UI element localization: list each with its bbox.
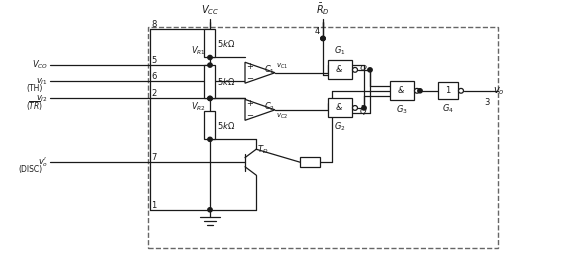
Text: $v_o$: $v_o$ [493, 85, 505, 97]
Circle shape [208, 96, 212, 100]
Circle shape [353, 105, 357, 110]
Text: $\bar{Q}$: $\bar{Q}$ [359, 104, 367, 118]
Text: $G_4$: $G_4$ [442, 102, 454, 115]
Polygon shape [245, 99, 275, 120]
Text: 4: 4 [315, 26, 320, 36]
Text: $v_{I2}$: $v_{I2}$ [36, 93, 48, 104]
Text: +: + [247, 62, 253, 71]
Bar [204, 29, 215, 58]
Text: $C_2$: $C_2$ [264, 101, 275, 113]
Text: (DISC): (DISC) [19, 165, 43, 174]
Text: $T_D$: $T_D$ [257, 143, 268, 156]
Circle shape [353, 68, 357, 72]
Text: 7: 7 [151, 153, 157, 162]
Text: 1: 1 [151, 201, 156, 210]
Text: −: − [247, 74, 254, 83]
Text: −: − [247, 112, 254, 121]
Text: $5k\Omega$: $5k\Omega$ [217, 38, 235, 49]
Circle shape [208, 96, 212, 100]
Text: &: & [336, 103, 342, 112]
Circle shape [208, 137, 212, 142]
Text: &: & [336, 65, 342, 74]
Text: 5: 5 [151, 56, 156, 65]
Text: 6: 6 [151, 72, 157, 81]
Circle shape [321, 36, 325, 41]
Text: +: + [247, 99, 253, 108]
Bar [438, 82, 458, 99]
Bar [328, 98, 352, 117]
Text: $5k\Omega$: $5k\Omega$ [217, 76, 235, 87]
Circle shape [414, 89, 420, 93]
Text: &: & [398, 86, 404, 95]
Text: $G_1$: $G_1$ [334, 45, 346, 58]
Bar [204, 111, 215, 139]
Text: $5k\Omega$: $5k\Omega$ [217, 120, 235, 131]
Text: $V_{CC}$: $V_{CC}$ [201, 3, 219, 16]
Circle shape [321, 36, 325, 41]
Circle shape [418, 89, 422, 93]
Text: (TH): (TH) [27, 84, 43, 93]
Text: $(\overline{TR})$: $(\overline{TR})$ [26, 99, 43, 113]
Text: $\bar{R}_D$: $\bar{R}_D$ [316, 1, 330, 16]
Text: $G_3$: $G_3$ [396, 103, 408, 116]
Text: $V_{R2}$: $V_{R2}$ [191, 100, 206, 113]
Text: $v_{I1}$: $v_{I1}$ [36, 76, 48, 87]
Text: $C_1$: $C_1$ [264, 64, 275, 76]
Text: $G_2$: $G_2$ [334, 120, 346, 133]
Text: 3: 3 [484, 98, 489, 107]
Bar [300, 157, 320, 167]
Text: Q: Q [359, 63, 366, 71]
Text: $V_{R1}$: $V_{R1}$ [191, 44, 206, 56]
Text: $v_{C2}$: $v_{C2}$ [276, 112, 288, 121]
Circle shape [208, 63, 212, 67]
Bar [328, 60, 352, 80]
Bar [390, 81, 414, 100]
Circle shape [208, 55, 212, 60]
Text: $v_o'$: $v_o'$ [38, 156, 48, 169]
Polygon shape [245, 62, 275, 83]
Circle shape [459, 89, 463, 93]
Bar [148, 27, 498, 248]
Text: 8: 8 [151, 20, 157, 29]
Text: 1: 1 [445, 86, 450, 95]
Circle shape [208, 208, 212, 212]
Circle shape [362, 106, 366, 110]
Text: 2: 2 [151, 89, 156, 98]
Bar [204, 65, 215, 98]
Text: $V_{CO}$: $V_{CO}$ [32, 59, 48, 71]
Circle shape [368, 68, 372, 72]
Text: $v_{C1}$: $v_{C1}$ [276, 62, 288, 71]
